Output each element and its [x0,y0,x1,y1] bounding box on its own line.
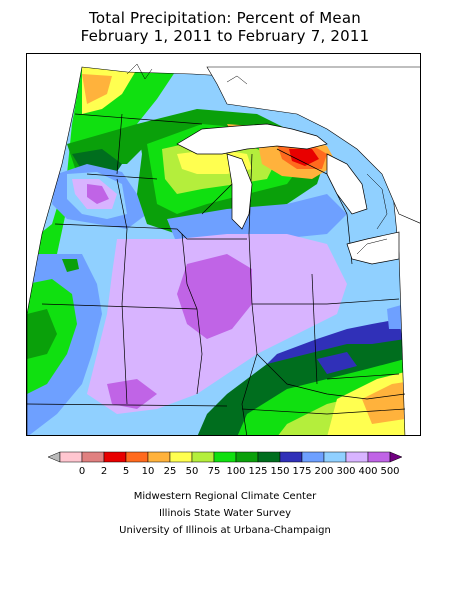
state-boundaries [27,113,406,435]
legend-label: 75 [208,466,221,477]
legend-swatch [125,451,149,463]
legend-label: 500 [380,466,399,477]
legend-swatch [81,451,105,463]
legend-label: 2 [101,466,107,477]
legend-labels: 0 2 5 10 25 50 75 100 125 150 175 200 300 400 500 [79,466,400,477]
legend-swatch [213,451,237,463]
legend-swatch [257,451,281,463]
legend-swatch [279,451,303,463]
legend-bar [47,451,403,463]
map-title: Total Precipitation: Percent of Mean [89,9,361,27]
legend-label: 150 [270,466,289,477]
color-legend: 0 2 5 10 25 50 75 100 125 150 175 200 300 400 500 [47,451,403,477]
legend-swatch [235,451,259,463]
legend-swatch [59,451,83,463]
legend-label: 125 [248,466,267,477]
great-lakes [176,123,400,265]
map-date-range: February 1, 2011 to February 7, 2011 [80,27,370,45]
legend-label: 175 [292,466,311,477]
legend-label: 300 [336,466,355,477]
legend-label: 5 [123,466,129,477]
legend-swatch [389,451,403,463]
precipitation-map [26,53,421,436]
legend-label: 100 [226,466,245,477]
legend-swatch [169,451,193,463]
legend-swatch [147,451,171,463]
legend-swatch [367,451,391,463]
canada-land [206,66,420,224]
legend-label: 0 [79,466,85,477]
legend-label: 200 [314,466,333,477]
coast-details [126,63,388,255]
credit-mrcc: Midwestern Regional Climate Center [133,491,317,502]
legend-label: 400 [358,466,377,477]
legend-swatch [345,451,369,463]
credit-uiuc: University of Illinois at Urbana-Champai… [119,525,331,536]
legend-swatch [47,451,61,463]
legend-swatch [301,451,325,463]
legend-swatch [103,451,127,463]
region-outline [27,66,406,435]
legend-label: 10 [142,466,155,477]
legend-swatch [323,451,347,463]
map-canvas [27,63,420,435]
credit-isws: Illinois State Water Survey [158,508,292,519]
legend-swatch [191,451,215,463]
legend-label: 25 [164,466,177,477]
legend-label: 50 [186,466,199,477]
